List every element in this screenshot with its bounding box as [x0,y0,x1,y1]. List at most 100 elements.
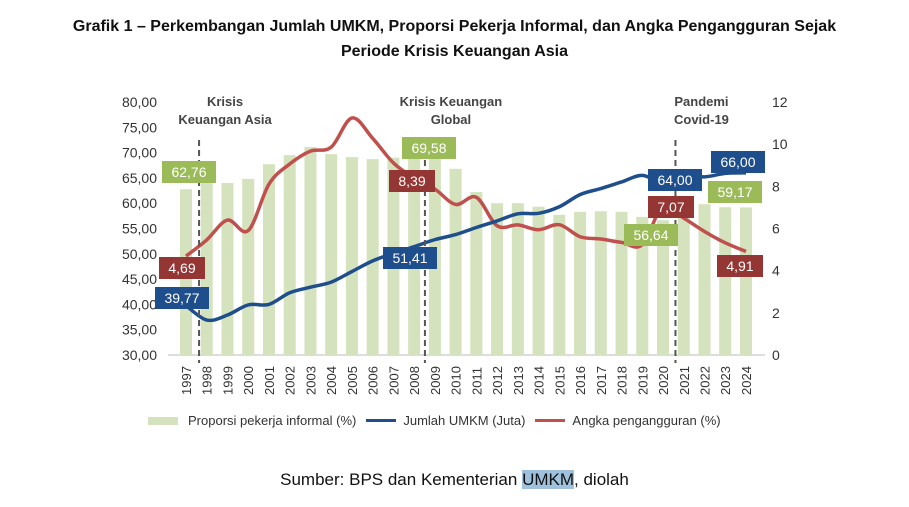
x-axis-tick: 2014 [532,366,547,395]
data-label: 51,41 [392,250,427,266]
x-axis-tick: 2018 [615,366,630,395]
x-axis-tick: 2008 [407,366,422,395]
annotation-label: Global [431,112,471,127]
x-axis-tick: 2017 [594,366,609,395]
left-axis-tick: 60,00 [122,195,157,211]
source-suffix: , diolah [574,470,629,489]
right-axis-tick: 10 [772,136,788,152]
right-axis-tick: 12 [772,94,788,110]
x-axis-tick: 2019 [635,366,650,395]
x-axis-tick: 2020 [656,366,671,395]
data-label-box [708,181,762,203]
right-axis-tick: 8 [772,178,780,194]
data-label: 7,07 [657,199,684,215]
left-axis-tick: 70,00 [122,145,157,161]
data-label: 62,76 [171,164,206,180]
bar-informal [511,203,524,355]
bar-informal [594,211,607,355]
right-axis-tick: 4 [772,263,780,279]
legend-swatch-umkm [366,419,397,422]
left-axis-tick: 75,00 [122,119,157,135]
bar-informal [739,207,752,355]
bar-informal [283,155,296,355]
x-axis-tick: 2021 [677,366,692,395]
x-axis-tick: 2011 [469,367,484,395]
data-label: 4,91 [726,258,753,274]
data-label-box [389,170,435,192]
x-axis-tick: 2024 [739,366,754,395]
bar-informal [719,207,732,355]
data-label: 4,69 [168,260,195,276]
x-axis-tick: 2022 [698,366,713,395]
x-axis-tick: 1998 [200,366,215,395]
left-axis-tick: 80,00 [122,94,157,110]
data-label: 39,77 [164,290,199,306]
data-label: 59,17 [717,184,752,200]
bar-informal [221,182,234,355]
data-label-box [383,247,437,269]
data-label-box [159,257,205,279]
title-line-1: Grafik 1 – Perkembangan Jumlah UMKM, Pro… [72,18,837,35]
bar-informal [200,180,213,355]
left-axis-tick: 35,00 [122,322,157,338]
left-axis-tick: 40,00 [122,296,157,312]
x-axis-tick: 2012 [490,366,505,395]
bar-informal [677,205,690,355]
x-axis-tick: 2007 [386,366,401,395]
data-label-box [648,196,694,218]
data-label-box [717,255,763,277]
legend-label-informal: Proporsi pekerja informal (%) [188,413,357,428]
left-axis-tick: 30,00 [122,347,157,363]
x-axis-tick: 2009 [428,366,443,395]
data-label: 8,39 [398,173,425,189]
bar-informal [304,147,317,355]
annotation-label: Krisis Keuangan [400,94,503,109]
x-axis-tick: 1999 [220,366,235,395]
left-axis-tick: 45,00 [122,271,157,287]
data-label: 69,58 [411,140,446,156]
legend-swatch-unemployment [535,419,566,422]
bar-informal [262,164,275,355]
chart-title: Grafik 1 – Perkembangan Jumlah UMKM, Pro… [0,14,909,64]
x-axis-tick: 2001 [262,366,277,395]
bar-informal [470,192,483,355]
source-note: Sumber: BPS dan Kementerian UMKM, diolah [0,470,909,490]
bar-informal [491,203,504,355]
right-axis-tick: 0 [772,347,780,363]
bar-informal [553,214,566,355]
x-axis-tick: 2023 [718,366,733,395]
data-label-box [624,224,678,246]
bar-informal [449,168,462,355]
data-label-box [162,161,216,183]
data-label-box [711,151,765,173]
title-line-2: Periode Krisis Keuangan Asia [340,43,569,60]
data-label: 56,64 [633,227,668,243]
bar-informal [242,178,255,355]
x-axis-tick: 2000 [241,366,256,395]
x-axis-tick: 2010 [449,366,464,395]
bar-informal [345,157,358,355]
data-label-box [402,137,456,159]
x-axis-tick: 2005 [345,366,360,395]
bar-informal [636,216,649,355]
annotation-label: Krisis [207,94,243,109]
annotation-label: Pandemi [674,94,728,109]
bar-informal [615,211,628,355]
bar-informal [366,159,379,355]
legend: Proporsi pekerja informal (%) Jumlah UMK… [148,413,721,428]
source-highlight: UMKM [522,470,575,489]
legend-label-umkm: Jumlah UMKM (Juta) [403,413,526,428]
legend-swatch-informal [148,416,178,425]
bar-informal [698,204,711,355]
x-axis-tick: 2003 [303,366,318,395]
legend-label-unemployment: Angka pengangguran (%) [572,413,721,428]
data-label: 66,00 [720,154,755,170]
x-axis-tick: 2006 [366,366,381,395]
bar-informal [657,220,670,355]
x-axis-tick: 2004 [324,366,339,395]
data-label-box [155,287,209,309]
bar-informal [574,211,587,355]
annotation-label: Covid-19 [674,112,729,127]
source-prefix: Sumber: BPS dan Kementerian [280,470,523,489]
